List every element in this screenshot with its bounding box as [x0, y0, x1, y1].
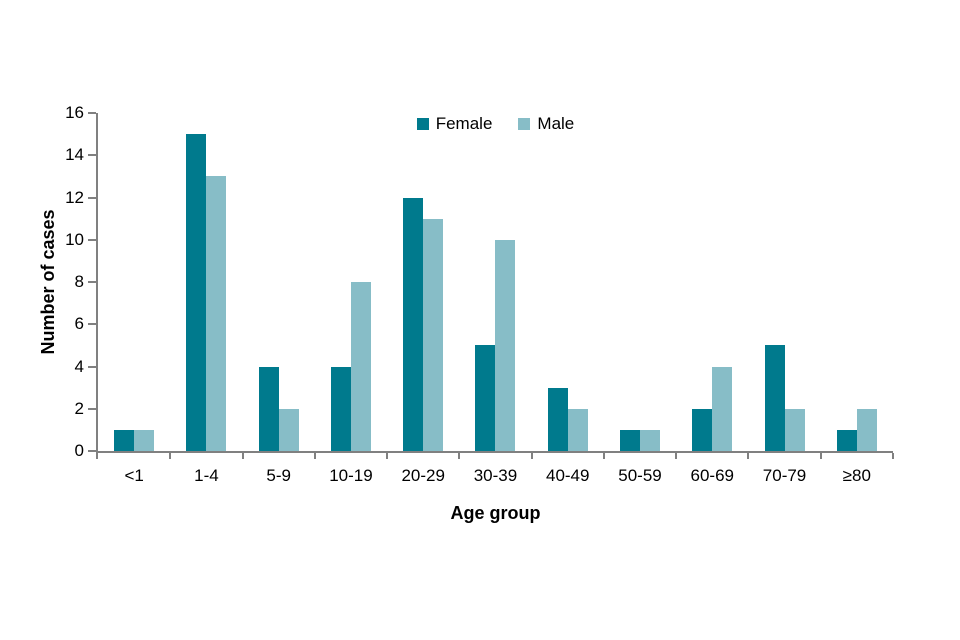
x-axis-tick [747, 453, 750, 459]
bar-group [98, 113, 170, 451]
bar-male [784, 408, 805, 451]
bar-group [821, 113, 893, 451]
x-tick-label: ≥80 [842, 466, 871, 485]
x-tick-label: 70-79 [762, 466, 807, 485]
bar-female [403, 197, 424, 451]
bar-group [604, 113, 676, 451]
x-axis-tick [892, 453, 894, 459]
bar-female [186, 134, 207, 451]
y-axis-tick [88, 196, 96, 199]
y-axis-tick [88, 407, 96, 410]
x-axis-tick [313, 453, 316, 459]
bar-female [764, 345, 785, 451]
x-axis-title: Age group [450, 503, 541, 523]
bar-male [206, 176, 227, 451]
bar-female [258, 366, 279, 451]
y-axis-tick [88, 112, 96, 114]
bar-male [278, 408, 299, 451]
x-axis-tick [96, 453, 98, 459]
bar-group [748, 113, 820, 451]
y-axis-tick [88, 154, 96, 157]
bar-group [387, 113, 459, 451]
y-tick-label: 10 [65, 229, 84, 249]
y-tick-label: 8 [74, 272, 84, 291]
legend-label-female: Female [435, 114, 493, 133]
bar-chart-plot-area: Number of cases Age group Female Male 0 2 4… [38, 103, 894, 523]
bar-male [712, 366, 733, 451]
bar-group [170, 113, 242, 451]
bar-male [350, 282, 371, 451]
bar-group [315, 113, 387, 451]
bar-female [619, 429, 640, 451]
x-tick-label: 10-19 [329, 466, 373, 485]
x-axis-tick [530, 453, 533, 459]
bar-male [639, 429, 660, 451]
bar-group [459, 113, 531, 451]
x-tick-label: 60-69 [690, 466, 734, 485]
y-axis-tick [88, 323, 96, 326]
y-tick-label: 12 [65, 187, 84, 207]
x-tick-label: 1-4 [194, 466, 219, 485]
bar-group [243, 113, 315, 451]
x-tick-label: 30-39 [473, 466, 518, 485]
y-axis-title: Number of cases [38, 209, 58, 355]
y-axis-tick [88, 450, 96, 452]
legend-swatch-female-icon [416, 118, 429, 130]
legend-label-male: Male [537, 114, 575, 133]
bar-groups [98, 113, 893, 451]
bar-male [495, 239, 516, 451]
x-tick-label: 40-49 [545, 466, 590, 485]
x-axis-tick [675, 453, 678, 459]
x-axis-tick [386, 453, 389, 459]
bar-male [856, 408, 877, 451]
x-axis-tick [169, 453, 172, 459]
bar-group [676, 113, 748, 451]
bar-female [330, 366, 351, 451]
y-axis-tick [88, 365, 96, 368]
legend: Female Male [98, 114, 893, 134]
x-tick-label: 50-59 [618, 466, 662, 485]
x-tick-labels: <1 1-4 5-9 10-19 20-29 30-39 40-49 50-59 60-69 70… [98, 466, 893, 486]
y-axis-tick [88, 281, 96, 283]
x-tick-label: 20-29 [401, 466, 445, 485]
y-tick-label: 14 [65, 145, 84, 165]
bar-male [567, 408, 588, 451]
y-tick-label: 16 [65, 103, 84, 122]
bar-female [114, 429, 135, 451]
bar-male [134, 429, 155, 451]
y-axis-tick [88, 238, 96, 241]
bar-female [547, 387, 568, 451]
x-tick-label: 5-9 [266, 466, 291, 485]
bar-group [532, 113, 604, 451]
x-axis-tick [602, 453, 605, 459]
y-tick-label: 2 [74, 398, 84, 418]
x-tick-label: <1 [124, 466, 144, 485]
bar-female [836, 429, 857, 451]
x-axis-tick [819, 453, 822, 459]
legend-item-male: Male [518, 114, 574, 134]
bar-female [692, 408, 713, 451]
y-tick-label: 6 [74, 314, 84, 334]
y-tick-label: 4 [74, 356, 84, 376]
legend-item-female: Female [416, 114, 493, 134]
bar-female [475, 345, 496, 451]
x-axis-tick [241, 453, 244, 459]
y-tick-label: 0 [74, 441, 84, 460]
x-axis-tick [458, 453, 461, 459]
legend-swatch-male-icon [518, 118, 531, 130]
bar-male [423, 218, 444, 451]
